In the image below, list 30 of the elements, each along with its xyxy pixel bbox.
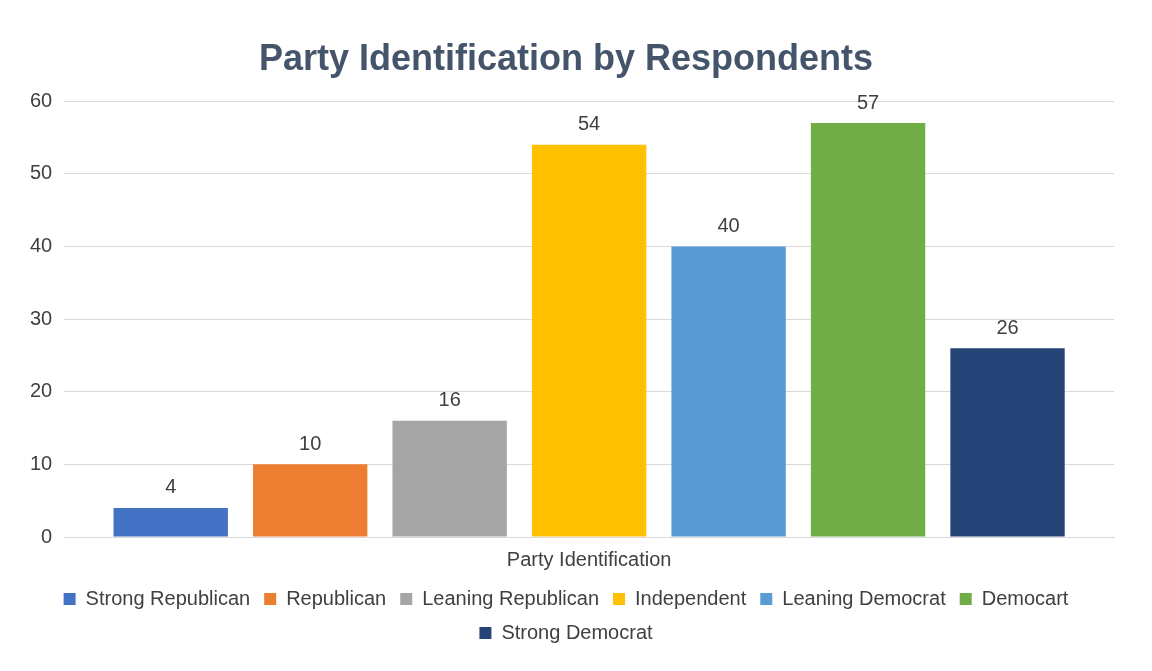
data-label: 40 xyxy=(717,213,740,236)
data-label: 57 xyxy=(856,90,880,113)
legend-label: Leaning Republican xyxy=(422,586,600,609)
chart-title: Party Identification by Respondents xyxy=(258,36,874,78)
x-tick-label: Party Identification xyxy=(506,547,672,570)
y-tick-label: 30 xyxy=(30,306,53,329)
y-tick-label: 0 xyxy=(41,524,53,547)
bar xyxy=(113,507,228,537)
y-tick-label: 20 xyxy=(30,379,53,402)
y-tick-label: 40 xyxy=(30,233,53,256)
legend-label: Independent xyxy=(635,586,747,609)
y-tick-label: 10 xyxy=(30,451,53,474)
data-label: 10 xyxy=(299,431,322,454)
bar xyxy=(950,348,1065,537)
y-tick-label: 50 xyxy=(30,161,53,184)
y-tick-label: 60 xyxy=(30,88,53,111)
legend-label: Republican xyxy=(286,586,387,609)
data-label: 16 xyxy=(438,388,461,411)
data-label: 54 xyxy=(578,112,601,135)
bar xyxy=(810,122,926,537)
bar xyxy=(671,246,786,537)
bar xyxy=(253,464,368,537)
bar xyxy=(531,144,647,537)
legend-label: Democart xyxy=(981,586,1069,609)
legend-label: Strong Democrat xyxy=(501,620,654,643)
legend-label: Leaning Democrat xyxy=(782,586,947,609)
bar xyxy=(392,420,507,537)
data-label: 26 xyxy=(996,315,1019,338)
legend-label: Strong Republican xyxy=(85,586,251,609)
data-label: 4 xyxy=(165,475,177,498)
